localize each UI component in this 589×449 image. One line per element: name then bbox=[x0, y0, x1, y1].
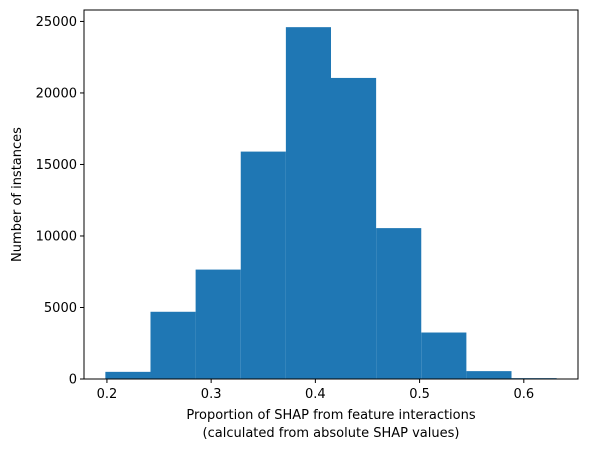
y-tick-label: 10000 bbox=[36, 229, 77, 244]
histogram-bar bbox=[421, 332, 467, 379]
y-tick-label: 20000 bbox=[36, 86, 77, 101]
histogram-bar bbox=[466, 371, 512, 379]
y-tick-label: 15000 bbox=[36, 158, 77, 173]
y-tick-label: 0 bbox=[69, 373, 77, 388]
histogram-bar bbox=[195, 269, 241, 379]
x-tick-label: 0.4 bbox=[305, 387, 326, 402]
x-tick-label: 0.6 bbox=[513, 387, 534, 402]
y-axis-ticks: 0 5000 10000 15000 20000 25000 bbox=[36, 15, 84, 388]
histogram-bar bbox=[105, 371, 151, 379]
bars-group bbox=[105, 27, 557, 380]
x-tick-label: 0.2 bbox=[97, 387, 118, 402]
histogram-bar bbox=[285, 27, 331, 380]
y-axis-label: Number of instances bbox=[10, 127, 25, 262]
y-tick-label: 25000 bbox=[36, 15, 77, 30]
x-axis-label-line2: (calculated from absolute SHAP values) bbox=[203, 426, 460, 441]
histogram-bar bbox=[150, 311, 196, 379]
plot-frame bbox=[83, 9, 579, 380]
x-axis-ticks: 0.2 0.3 0.4 0.5 0.6 bbox=[97, 379, 534, 402]
x-tick-label: 0.5 bbox=[409, 387, 430, 402]
histogram-bar bbox=[240, 151, 286, 379]
histogram-bar bbox=[376, 228, 422, 379]
x-tick-label: 0.3 bbox=[201, 387, 222, 402]
x-axis-label-line1: Proportion of SHAP from feature interact… bbox=[186, 408, 476, 423]
y-tick-label: 5000 bbox=[44, 301, 77, 316]
histogram-bar bbox=[331, 77, 377, 380]
